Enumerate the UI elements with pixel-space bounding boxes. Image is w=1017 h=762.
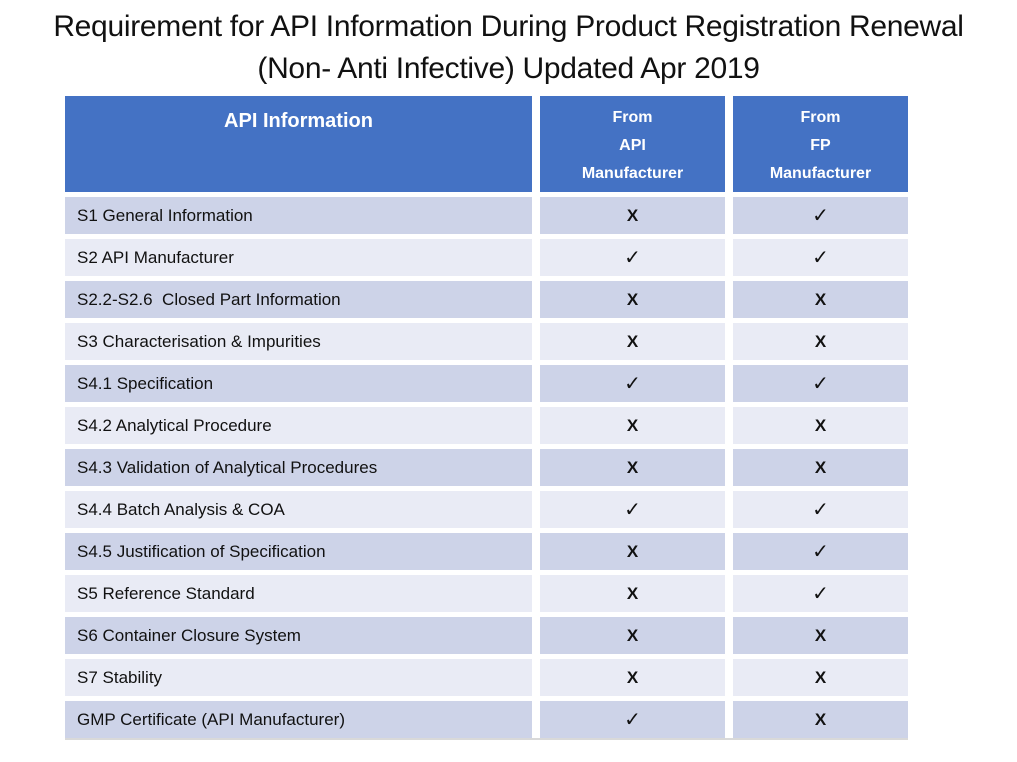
row-item-label: S4.5 Justification of Specification xyxy=(65,533,532,570)
column-header-from-api-manufacturer: From API Manufacturer xyxy=(540,96,725,192)
fp-manufacturer-mark: X xyxy=(733,407,908,444)
row-item-label: S3 Characterisation & Impurities xyxy=(65,323,532,360)
requirements-table: API Information From API Manufacturer Fr… xyxy=(65,96,908,762)
row-item-label: GMP Certificate (API Manufacturer) xyxy=(65,701,532,738)
fp-manufacturer-mark: X xyxy=(733,323,908,360)
api-manufacturer-mark: X xyxy=(540,281,725,318)
slide-title-line1: Requirement for API Information During P… xyxy=(53,10,964,43)
fp-manufacturer-mark: ✓ xyxy=(733,533,908,570)
api-manufacturer-mark: X xyxy=(540,449,725,486)
api-manufacturer-mark: X xyxy=(540,407,725,444)
row-item-label: S4.3 Validation of Analytical Procedures xyxy=(65,449,532,486)
column-header-from-fp-manufacturer: From FP Manufacturer xyxy=(733,96,908,192)
api-manufacturer-mark: ✓ xyxy=(540,701,725,738)
fp-manufacturer-mark: X xyxy=(733,617,908,654)
fp-manufacturer-mark: ✓ xyxy=(733,491,908,528)
column-header-api-information: API Information xyxy=(65,96,532,192)
fp-manufacturer-mark: ✓ xyxy=(733,239,908,276)
row-item-label: S5 Reference Standard xyxy=(65,575,532,612)
row-item-label: S7 Stability xyxy=(65,659,532,696)
row-item-label: S2.2-S2.6 Closed Part Information xyxy=(65,281,532,318)
api-manufacturer-mark: X xyxy=(540,323,725,360)
row-item-label: S4.2 Analytical Procedure xyxy=(65,407,532,444)
slide-title-line2: (Non- Anti Infective) Updated Apr 2019 xyxy=(257,52,760,85)
fp-manufacturer-mark: X xyxy=(733,701,908,738)
fp-manufacturer-mark: X xyxy=(733,659,908,696)
api-manufacturer-mark: X xyxy=(540,533,725,570)
fp-manufacturer-mark: X xyxy=(733,449,908,486)
row-item-label: S2 API Manufacturer xyxy=(65,239,532,276)
api-manufacturer-mark: X xyxy=(540,575,725,612)
row-item-label: S4.4 Batch Analysis & COA xyxy=(65,491,532,528)
row-item-label: S1 General Information xyxy=(65,197,532,234)
api-manufacturer-mark: ✓ xyxy=(540,491,725,528)
fp-manufacturer-mark: ✓ xyxy=(733,575,908,612)
api-manufacturer-mark: ✓ xyxy=(540,365,725,402)
api-manufacturer-mark: X xyxy=(540,659,725,696)
fp-manufacturer-mark: ✓ xyxy=(733,365,908,402)
slide-title: Requirement for API Information During P… xyxy=(0,6,1017,90)
api-manufacturer-mark: X xyxy=(540,617,725,654)
row-item-label: S4.1 Specification xyxy=(65,365,532,402)
api-manufacturer-mark: ✓ xyxy=(540,239,725,276)
api-manufacturer-mark: X xyxy=(540,197,725,234)
fp-manufacturer-mark: ✓ xyxy=(733,197,908,234)
row-item-label: S6 Container Closure System xyxy=(65,617,532,654)
fp-manufacturer-mark: X xyxy=(733,281,908,318)
